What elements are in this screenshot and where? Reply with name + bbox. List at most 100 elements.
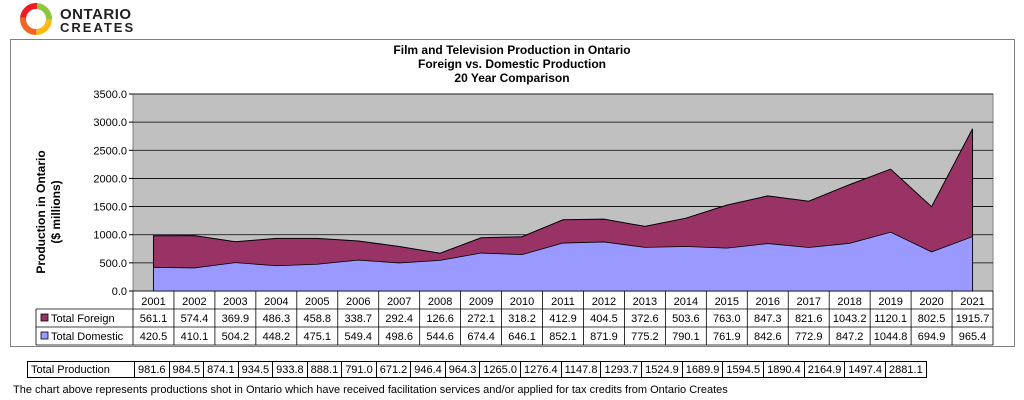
chart-title-line3: 20 Year Comparison — [454, 71, 570, 85]
logo-ring-icon — [20, 3, 52, 35]
x-tick-label: 2009 — [469, 296, 493, 308]
x-tick-label: 2013 — [633, 296, 657, 308]
footnote: The chart above represents productions s… — [13, 384, 728, 396]
data-label: 646.1 — [508, 331, 536, 343]
y-axis-label: Production in Ontario($ millions) — [34, 150, 63, 273]
x-tick-label: 2012 — [592, 296, 616, 308]
x-tick-label: 2008 — [428, 296, 452, 308]
x-tick-label: 2007 — [387, 296, 411, 308]
data-label: 852.1 — [549, 331, 577, 343]
data-label: 292.4 — [385, 313, 413, 325]
total-production-value: 791.0 — [341, 361, 377, 378]
data-label: 772.9 — [795, 331, 823, 343]
y-axis-label-line1: Production in Ontario — [34, 150, 48, 273]
data-label: 498.6 — [385, 331, 413, 343]
legend-label: Total Domestic — [51, 331, 124, 343]
data-label: 761.9 — [713, 331, 741, 343]
x-tick-label: 2017 — [796, 296, 820, 308]
data-label: 674.4 — [467, 331, 495, 343]
data-label: 1044.8 — [874, 331, 908, 343]
total-production-value: 981.6 — [134, 361, 170, 378]
data-label: 544.6 — [426, 331, 454, 343]
x-tick-label: 2015 — [715, 296, 739, 308]
data-label: 790.1 — [672, 331, 700, 343]
data-label: 763.0 — [713, 313, 741, 325]
chart-svg: 0.0 500.0 1000.0 1500.0 2000.0 2500.0 3000.0 35… — [34, 89, 994, 346]
x-tick-label: 2019 — [878, 296, 902, 308]
data-label: 842.6 — [754, 331, 782, 343]
y-tick-label: 2000.0 — [93, 173, 127, 185]
data-label: 1915.7 — [956, 313, 990, 325]
data-label: 410.1 — [181, 331, 209, 343]
data-label: 486.3 — [263, 313, 291, 325]
logo-line1: ONTARIO — [60, 6, 132, 23]
total-production-value: 946.4 — [410, 361, 446, 378]
total-production-value: 1265.0 — [479, 361, 521, 378]
data-label: 404.5 — [590, 313, 618, 325]
data-label: 821.6 — [795, 313, 823, 325]
data-label: 369.9 — [222, 313, 250, 325]
data-label: 475.1 — [304, 331, 332, 343]
y-tick-label: 3000.0 — [93, 117, 127, 129]
y-tick-label: 1000.0 — [93, 230, 127, 242]
y-tick-label: 2500.0 — [93, 145, 127, 157]
data-label: 694.9 — [918, 331, 946, 343]
legend-swatch — [40, 313, 49, 322]
data-label: 504.2 — [222, 331, 250, 343]
legend-swatch — [40, 331, 49, 340]
x-tick-label: 2003 — [223, 296, 247, 308]
total-production-value: 1497.4 — [844, 361, 887, 378]
total-production-value: 1594.5 — [722, 361, 765, 378]
total-production-value: 888.1 — [306, 361, 343, 378]
total-production-value: 984.5 — [168, 361, 205, 378]
data-label: 871.9 — [590, 331, 618, 343]
data-label: 372.6 — [631, 313, 659, 325]
total-production-value: 964.3 — [444, 361, 481, 378]
x-tick-label: 2004 — [264, 296, 288, 308]
x-tick-label: 2016 — [756, 296, 780, 308]
data-label: 1043.2 — [833, 313, 867, 325]
y-axis-label-line2: ($ millions) — [49, 180, 63, 243]
data-label: 448.2 — [263, 331, 291, 343]
data-label: 965.4 — [959, 331, 987, 343]
data-label: 338.7 — [344, 313, 372, 325]
data-label: 1120.1 — [874, 313, 907, 325]
x-tick-label: 2010 — [510, 296, 534, 308]
chart-title-line2: Foreign vs. Domestic Production — [417, 57, 607, 71]
total-production-value: 1293.7 — [600, 361, 643, 378]
total-production-label: Total Production — [27, 361, 135, 378]
data-label: 412.9 — [549, 313, 577, 325]
total-production-value: 1147.8 — [560, 361, 602, 378]
data-label: 847.3 — [754, 313, 782, 325]
data-label: 503.6 — [672, 313, 700, 325]
data-label: 847.2 — [836, 331, 864, 343]
total-production-table: Total Production 981.6 984.5 874.1 934.5 933… — [27, 361, 927, 378]
data-label: 574.4 — [181, 313, 209, 325]
x-tick-label: 2011 — [551, 296, 575, 308]
total-production-value: 2164.9 — [803, 361, 846, 378]
data-label: 318.2 — [508, 313, 536, 325]
x-tick-label: 2002 — [182, 296, 206, 308]
data-label: 458.8 — [304, 313, 332, 325]
total-production-value: 1276.4 — [519, 361, 562, 378]
total-production-value: 1689.9 — [681, 361, 724, 378]
x-tick-label: 2018 — [837, 296, 861, 308]
x-tick-label: 2005 — [305, 296, 329, 308]
x-tick-label: 2021 — [960, 296, 984, 308]
x-tick-label: 2001 — [141, 296, 165, 308]
y-tick-label: 3500.0 — [93, 89, 127, 101]
legend-label: Total Foreign — [51, 313, 115, 325]
y-tick-label: 500.0 — [99, 258, 127, 270]
x-tick-label: 2020 — [919, 296, 943, 308]
chart-title-line1: Film and Television Production in Ontari… — [393, 43, 631, 57]
y-tick-label: 1500.0 — [93, 202, 127, 214]
y-tick-label: 0.0 — [112, 286, 127, 298]
data-label: 549.4 — [344, 331, 372, 343]
data-label: 272.1 — [467, 313, 495, 325]
total-production-value: 934.5 — [237, 361, 274, 378]
chart-title: Film and Television Production in Ontari… — [0, 43, 1024, 85]
total-production-value: 2881.1 — [885, 361, 927, 378]
data-label: 420.5 — [140, 331, 168, 343]
area-total-domestic — [153, 231, 973, 292]
ontario-creates-logo: ONTARIO CREATES — [18, 2, 178, 36]
